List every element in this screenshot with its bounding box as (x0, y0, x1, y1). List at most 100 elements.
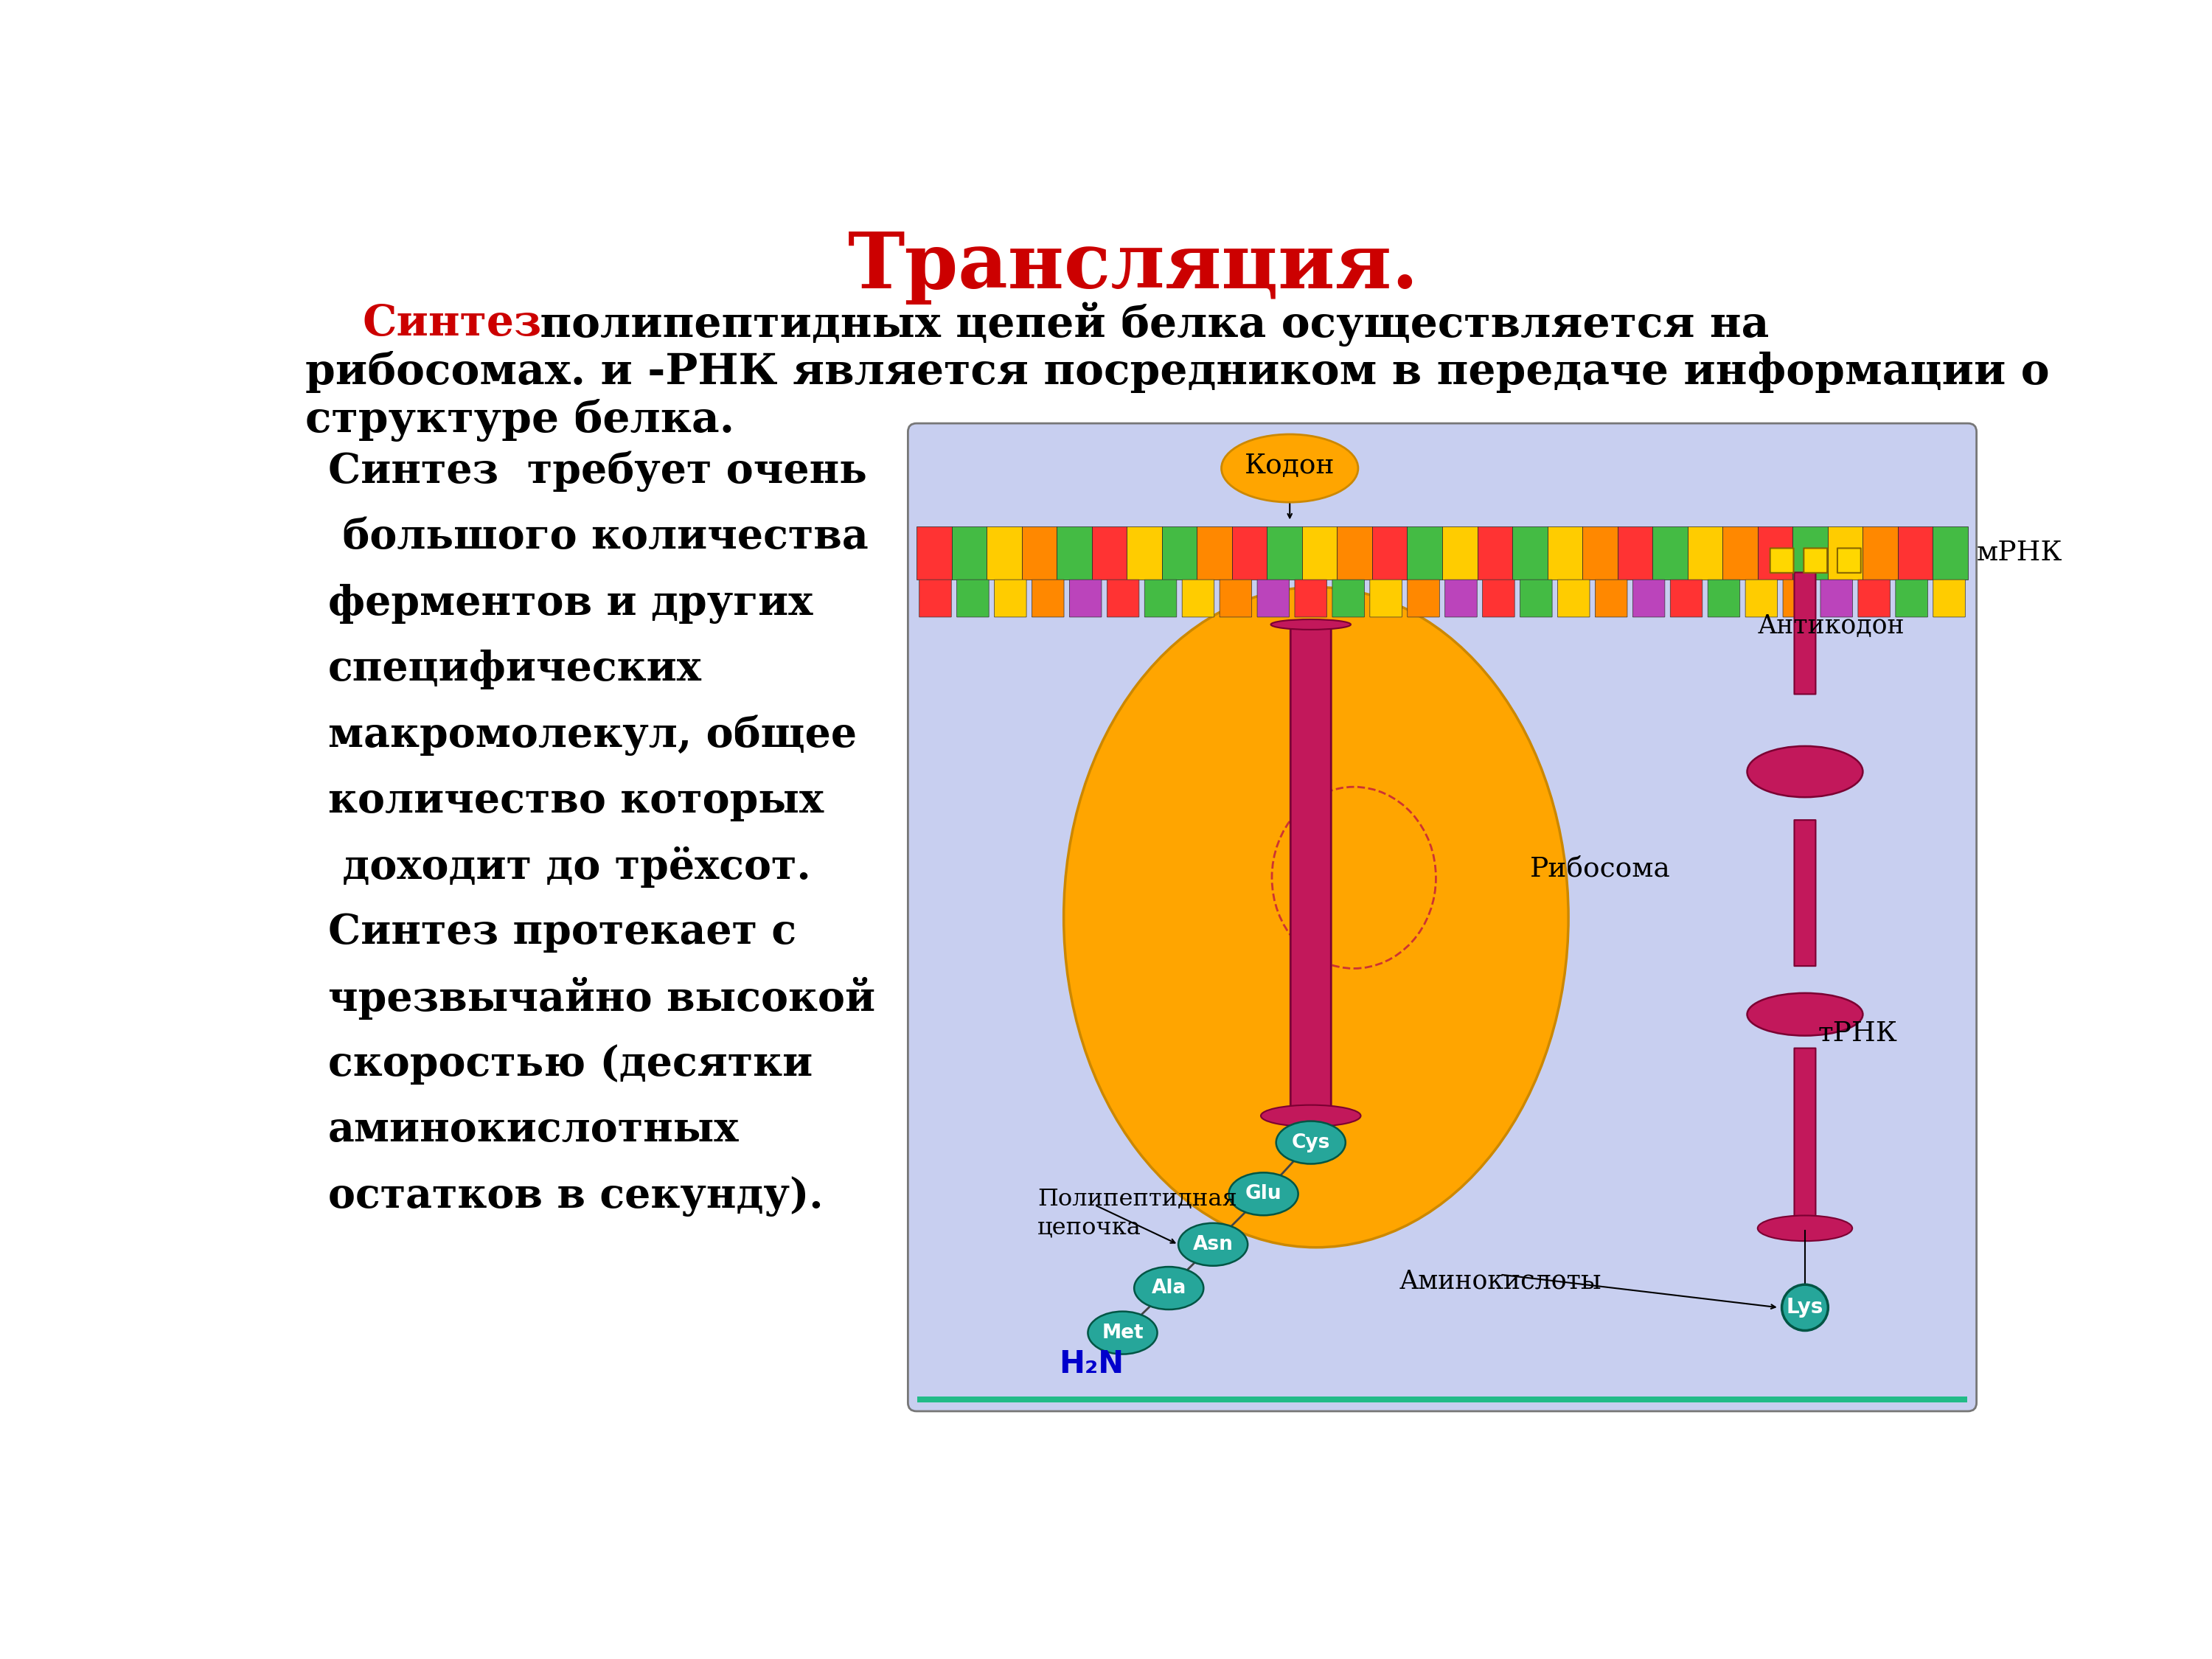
Text: полипептидных цепей белка осуществляется на: полипептидных цепей белка осуществляется… (524, 302, 1770, 347)
FancyBboxPatch shape (1745, 579, 1778, 617)
Bar (1336, 526, 1371, 581)
FancyBboxPatch shape (1557, 579, 1590, 617)
Text: Синтез  требует очень: Синтез требует очень (327, 451, 867, 493)
Text: Asn: Asn (1192, 1234, 1234, 1254)
FancyBboxPatch shape (1858, 579, 1889, 617)
Bar (1513, 526, 1548, 581)
FancyBboxPatch shape (1820, 579, 1854, 617)
Text: мРНК: мРНК (1978, 539, 2062, 566)
Text: Антикодон: Антикодон (1759, 614, 1905, 639)
Text: Lys: Lys (1787, 1297, 1823, 1317)
Bar (1093, 526, 1126, 581)
Bar (1022, 526, 1057, 581)
FancyBboxPatch shape (1670, 579, 1703, 617)
FancyBboxPatch shape (1794, 572, 1816, 693)
FancyBboxPatch shape (1290, 622, 1332, 1126)
FancyBboxPatch shape (1770, 547, 1794, 572)
FancyBboxPatch shape (1256, 579, 1290, 617)
Ellipse shape (1135, 1267, 1203, 1309)
Text: большого количества: большого количества (327, 518, 867, 557)
Bar (1232, 526, 1267, 581)
FancyBboxPatch shape (995, 579, 1026, 617)
FancyBboxPatch shape (1031, 579, 1064, 617)
FancyBboxPatch shape (1838, 547, 1860, 572)
Ellipse shape (1221, 435, 1358, 503)
Text: специфических: специфических (327, 649, 701, 690)
FancyBboxPatch shape (1632, 579, 1666, 617)
Text: Синтез: Синтез (363, 304, 542, 345)
Ellipse shape (1272, 619, 1352, 630)
Bar (1548, 526, 1582, 581)
Ellipse shape (1088, 1312, 1157, 1354)
Bar (1652, 526, 1688, 581)
FancyBboxPatch shape (920, 579, 951, 617)
Text: ферментов и других: ферментов и других (327, 582, 812, 624)
Ellipse shape (1759, 1216, 1851, 1241)
Bar (1582, 526, 1617, 581)
Bar (1617, 526, 1652, 581)
Bar (918, 1397, 1966, 1402)
Text: рибосомах. и -РНК является посредником в передаче информации о: рибосомах. и -РНК является посредником в… (305, 352, 2048, 393)
FancyBboxPatch shape (1106, 579, 1139, 617)
Ellipse shape (1276, 1121, 1345, 1165)
Bar (1478, 526, 1513, 581)
FancyBboxPatch shape (270, 194, 1997, 1481)
Ellipse shape (1064, 587, 1568, 1248)
Ellipse shape (1179, 1223, 1248, 1266)
FancyBboxPatch shape (1181, 579, 1214, 617)
Bar (1759, 526, 1792, 581)
Ellipse shape (1230, 1173, 1298, 1216)
Text: макромолекул, общее: макромолекул, общее (327, 715, 856, 755)
FancyBboxPatch shape (1407, 579, 1440, 617)
Bar (1197, 526, 1232, 581)
Text: скоростью (десятки: скоростью (десятки (327, 1044, 812, 1085)
Bar (1442, 526, 1478, 581)
Bar (1688, 526, 1723, 581)
Bar (987, 526, 1022, 581)
FancyBboxPatch shape (1219, 579, 1252, 617)
Text: количество которых: количество которых (327, 781, 823, 821)
Bar (1723, 526, 1759, 581)
FancyBboxPatch shape (907, 423, 1978, 1412)
Text: Ala: Ala (1152, 1279, 1186, 1297)
Ellipse shape (1261, 1105, 1360, 1126)
FancyBboxPatch shape (1783, 579, 1816, 617)
Bar (1898, 526, 1933, 581)
Text: Трансляция.: Трансляция. (847, 229, 1420, 305)
Text: Аминокислоты: Аминокислоты (1398, 1269, 1601, 1294)
Text: доходит до трёхсот.: доходит до трёхсот. (327, 846, 810, 888)
Text: Рибосома: Рибосома (1528, 856, 1670, 883)
Text: Glu: Glu (1245, 1185, 1281, 1203)
Text: структуре белка.: структуре белка. (305, 400, 734, 441)
Text: Синтез протекает с: Синтез протекает с (327, 912, 796, 952)
FancyBboxPatch shape (1708, 579, 1741, 617)
Bar (1161, 526, 1197, 581)
Bar (916, 526, 951, 581)
Text: Полипептидная
цепочка: Полипептидная цепочка (1037, 1188, 1237, 1239)
Ellipse shape (1747, 747, 1863, 798)
Text: аминокислотных: аминокислотных (327, 1110, 739, 1150)
Bar (951, 526, 987, 581)
FancyBboxPatch shape (1068, 579, 1102, 617)
FancyBboxPatch shape (1369, 579, 1402, 617)
FancyBboxPatch shape (1803, 547, 1827, 572)
FancyBboxPatch shape (958, 579, 989, 617)
Text: Met: Met (1102, 1324, 1144, 1342)
FancyBboxPatch shape (1444, 579, 1478, 617)
Ellipse shape (1747, 994, 1863, 1035)
Bar (1303, 526, 1336, 581)
Bar (1827, 526, 1863, 581)
FancyBboxPatch shape (1794, 1048, 1816, 1233)
FancyBboxPatch shape (1896, 579, 1927, 617)
Bar (1126, 526, 1161, 581)
FancyBboxPatch shape (1482, 579, 1515, 617)
Bar (1267, 526, 1303, 581)
FancyBboxPatch shape (1520, 579, 1553, 617)
FancyBboxPatch shape (1933, 579, 1964, 617)
Bar (1057, 526, 1093, 581)
FancyBboxPatch shape (1144, 579, 1177, 617)
Text: чрезвычайно высокой: чрезвычайно высокой (327, 977, 876, 1020)
FancyBboxPatch shape (1794, 820, 1816, 966)
Text: тРНК: тРНК (1818, 1020, 1898, 1047)
FancyBboxPatch shape (1294, 579, 1327, 617)
